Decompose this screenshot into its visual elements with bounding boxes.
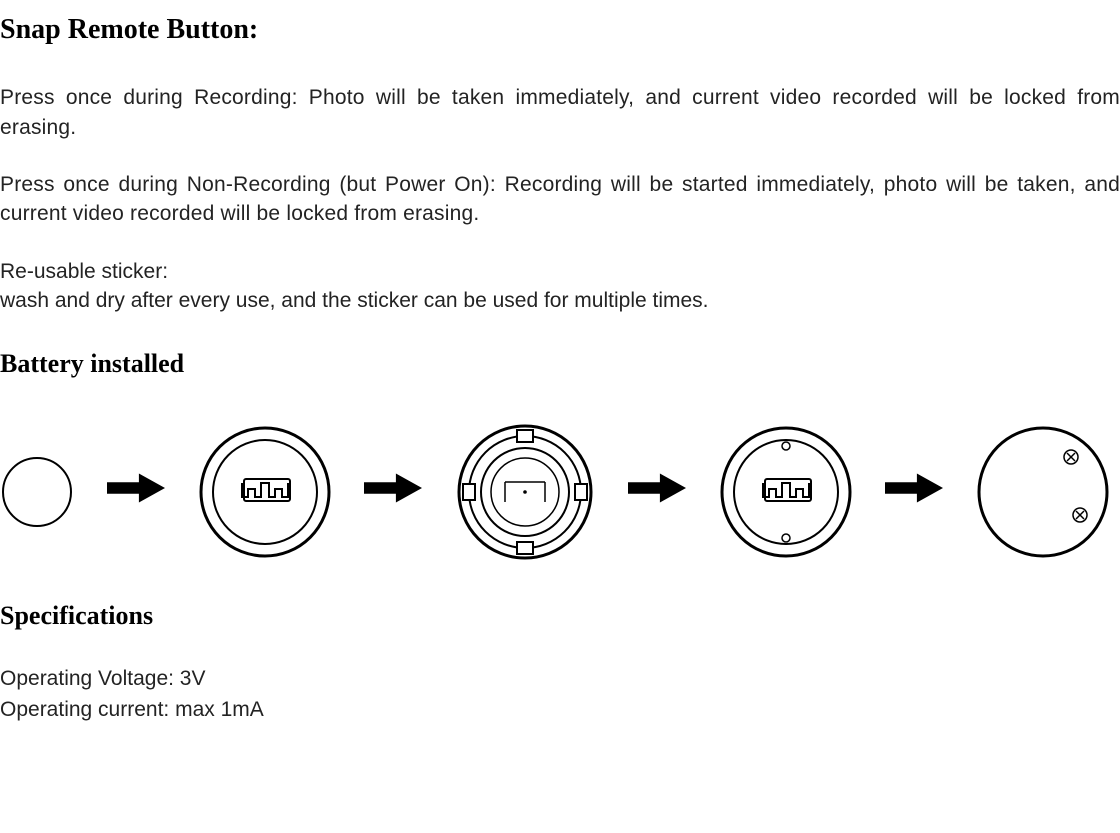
specs-heading: Specifications [0,598,1120,634]
battery-heading: Battery installed [0,346,1120,382]
paragraph-recording: Press once during Recording: Photo will … [0,83,1120,142]
diagram-step-battery-inserted [455,422,595,562]
battery-diagram [0,422,1120,562]
arrow-icon [885,470,943,514]
reusable-body: wash and dry after every use, and the st… [0,286,1120,315]
arrow-icon [107,470,165,514]
arrow-icon [628,470,686,514]
arrow-icon [364,470,422,514]
diagram-step-housing-open [198,425,332,559]
diagram-step-coin-cell [0,455,74,529]
reusable-sticker-block: Re-usable sticker: wash and dry after ev… [0,257,1120,316]
reusable-title: Re-usable sticker: [0,257,1120,286]
diagram-step-final [976,425,1110,559]
paragraph-nonrecording: Press once during Non-Recording (but Pow… [0,170,1120,229]
diagram-step-housing-closed [719,425,853,559]
page-title: Snap Remote Button: [0,10,1120,49]
spec-voltage: Operating Voltage: 3V [0,664,1120,694]
spec-current: Operating current: max 1mA [0,695,1120,725]
specs-block: Operating Voltage: 3V Operating current:… [0,664,1120,725]
